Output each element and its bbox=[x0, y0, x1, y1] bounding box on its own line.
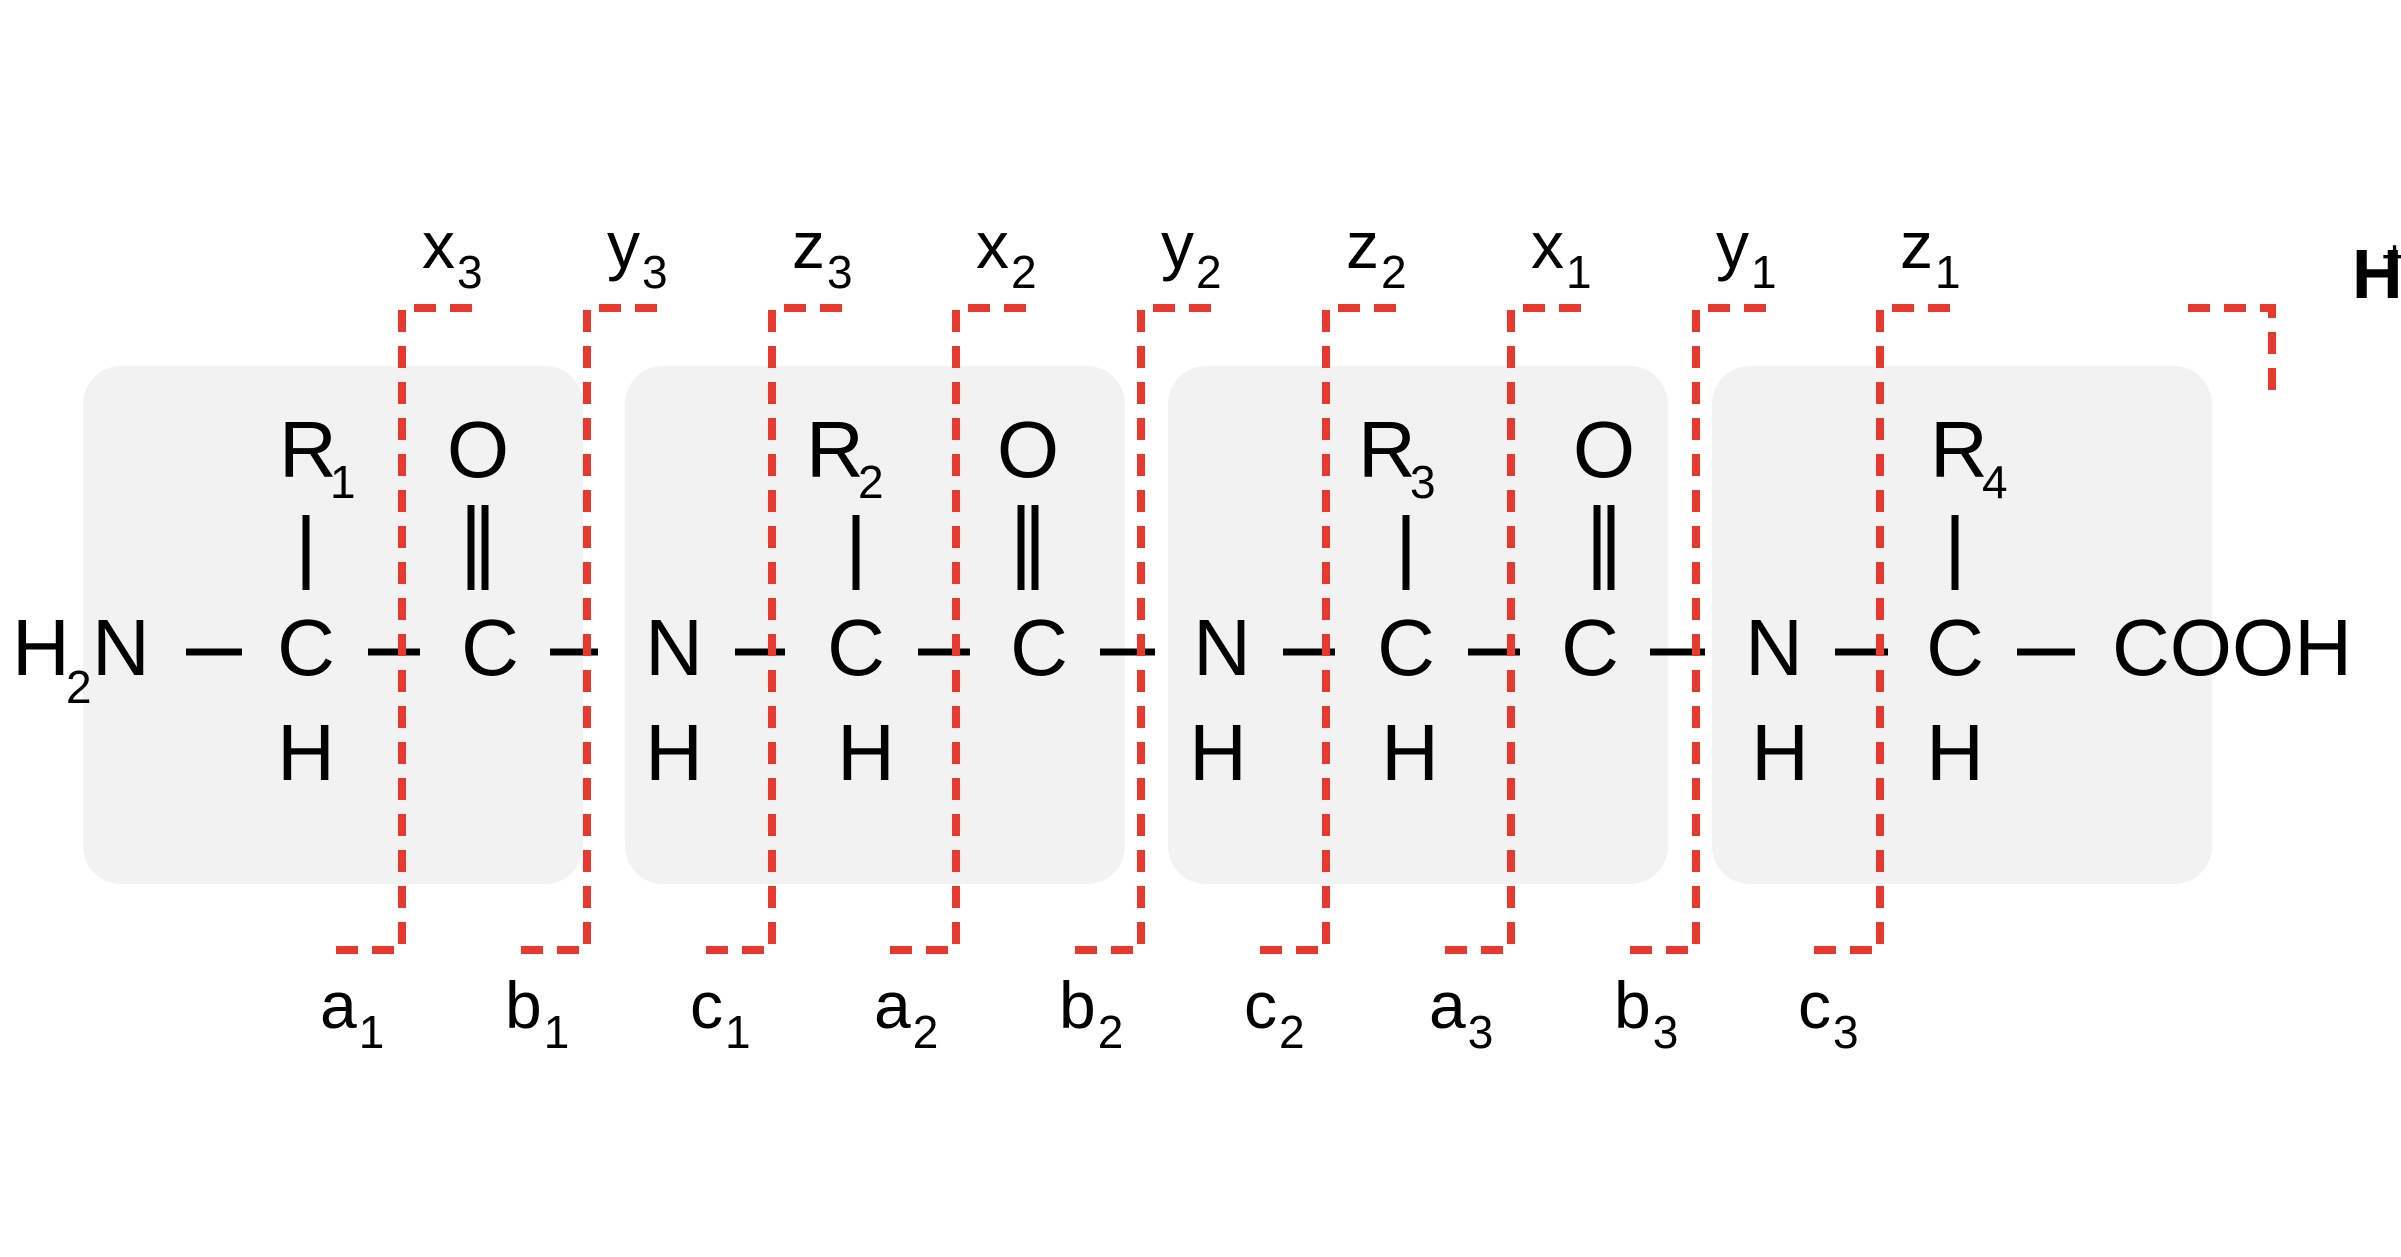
side-chain-1-subscript: 1 bbox=[330, 456, 356, 508]
fragment-label-a3: a3 bbox=[1429, 968, 1493, 1058]
fragment-label-z1: z1 bbox=[1900, 208, 1961, 298]
amide-nitrogen-3: N bbox=[1193, 603, 1251, 692]
side-chain-2-r: R bbox=[806, 405, 864, 494]
fragment-label-y3: y3 bbox=[607, 208, 668, 298]
residue-box-2 bbox=[625, 366, 1125, 884]
side-chain-1-r: R bbox=[279, 405, 337, 494]
side-chain-4-r: R bbox=[1930, 405, 1988, 494]
residue-box-1 bbox=[83, 366, 583, 884]
charge-label: H + bbox=[2352, 230, 2401, 313]
amide-hydrogen-2: H bbox=[645, 708, 703, 797]
fragment-label-c1: c1 bbox=[690, 968, 751, 1058]
carbonyl-oxygen-1: O bbox=[447, 405, 509, 494]
alpha-hydrogen-3: H bbox=[1381, 708, 1439, 797]
carbonyl-carbon-3: C bbox=[1561, 603, 1619, 692]
fragment-label-x2: x2 bbox=[976, 208, 1037, 298]
charge-h: H bbox=[2352, 235, 2401, 313]
charge-sign: + bbox=[2381, 230, 2401, 282]
fragment-label-b1: b1 bbox=[505, 968, 569, 1058]
n-terminus-h: H bbox=[12, 603, 70, 692]
amide-nitrogen-4: N bbox=[1745, 603, 1803, 692]
alpha-hydrogen-2: H bbox=[837, 708, 895, 797]
carbonyl-oxygen-3: O bbox=[1573, 405, 1635, 494]
charge-bracket bbox=[2188, 304, 2276, 400]
fragment-label-c2: c2 bbox=[1244, 968, 1305, 1058]
residue-box-4 bbox=[1712, 366, 2212, 884]
carbonyl-carbon-1: C bbox=[461, 603, 519, 692]
fragment-label-x3: x3 bbox=[422, 208, 483, 298]
n-terminus-n: N bbox=[92, 603, 150, 692]
alpha-carbon-2: C bbox=[827, 603, 885, 692]
fragment-label-a1: a1 bbox=[320, 968, 384, 1058]
side-chain-3-r: R bbox=[1358, 405, 1416, 494]
amide-hydrogen-3: H bbox=[1189, 708, 1247, 797]
fragment-label-x1: x1 bbox=[1531, 208, 1592, 298]
fragment-label-c3: c3 bbox=[1798, 968, 1859, 1058]
fragment-label-b3: b3 bbox=[1614, 968, 1678, 1058]
carbonyl-oxygen-2: O bbox=[997, 405, 1059, 494]
fragment-label-y1: y1 bbox=[1716, 208, 1777, 298]
alpha-hydrogen-4: H bbox=[1926, 708, 1984, 797]
alpha-carbon-4: C bbox=[1926, 603, 1984, 692]
amide-hydrogen-4: H bbox=[1751, 708, 1809, 797]
cleavage-lines bbox=[334, 304, 2276, 954]
residue-boxes bbox=[83, 366, 2212, 884]
residue-box-3 bbox=[1168, 366, 1668, 884]
fragment-label-y2: y2 bbox=[1161, 208, 1222, 298]
side-chain-3-subscript: 3 bbox=[1410, 456, 1436, 508]
amide-nitrogen-2: N bbox=[645, 603, 703, 692]
fragment-label-z3: z3 bbox=[792, 208, 853, 298]
n-terminus-subscript: 2 bbox=[66, 661, 92, 713]
fragment-label-b2: b2 bbox=[1059, 968, 1123, 1058]
fragment-label-a2: a2 bbox=[874, 968, 938, 1058]
alpha-carbon-1: C bbox=[277, 603, 335, 692]
backbone-atoms: H 2 N C H R 1 C O N H C H R 2 C O N H C … bbox=[12, 405, 2352, 797]
alpha-hydrogen-1: H bbox=[277, 708, 335, 797]
fragment-labels: x3 y3 z3 x2 y2 z2 x1 y1 z1 a1 b1 c1 a2 b2 c2 a3 b3 c3 bbox=[320, 208, 1961, 1058]
side-chain-4-subscript: 4 bbox=[1982, 456, 2008, 508]
side-chain-2-subscript: 2 bbox=[858, 456, 884, 508]
fragment-label-z2: z2 bbox=[1346, 208, 1407, 298]
alpha-carbon-3: C bbox=[1377, 603, 1435, 692]
c-terminus-cooh: COOH bbox=[2112, 603, 2352, 692]
carbonyl-carbon-2: C bbox=[1010, 603, 1068, 692]
